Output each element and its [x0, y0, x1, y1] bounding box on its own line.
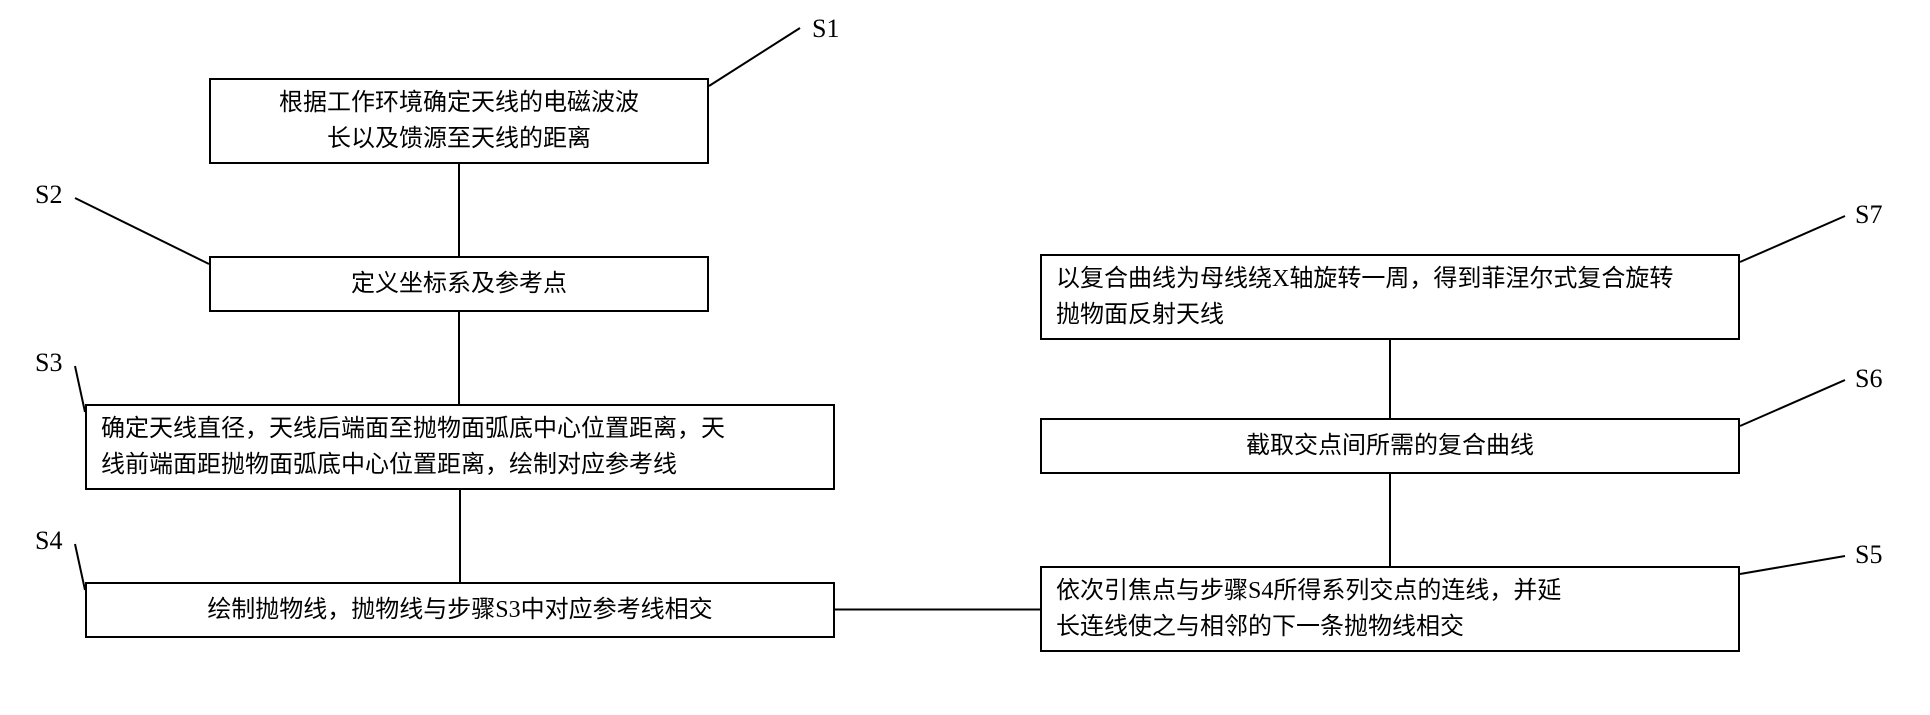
- step-s5-box: 依次引焦点与步骤S4所得系列交点的连线，并延长连线使之与相邻的下一条抛物线相交: [1040, 566, 1740, 652]
- step-s2-label: S2: [35, 180, 62, 210]
- step-s2-text: 定义坐标系及参考点: [351, 266, 567, 302]
- flowchart-canvas: 根据工作环境确定天线的电磁波波长以及馈源至天线的距离 定义坐标系及参考点 确定天…: [0, 0, 1930, 715]
- step-s3-label: S3: [35, 348, 62, 378]
- step-s5-text: 依次引焦点与步骤S4所得系列交点的连线，并延长连线使之与相邻的下一条抛物线相交: [1056, 573, 1561, 645]
- step-s4-box: 绘制抛物线，抛物线与步骤S3中对应参考线相交: [85, 582, 835, 638]
- step-s3-box: 确定天线直径，天线后端面至抛物面弧底中心位置距离，天线前端面距抛物面弧底中心位置…: [85, 404, 835, 490]
- step-s7-text: 以复合曲线为母线绕X轴旋转一周，得到菲涅尔式复合旋转抛物面反射天线: [1056, 261, 1673, 333]
- step-s7-label: S7: [1855, 200, 1882, 230]
- step-s1-box: 根据工作环境确定天线的电磁波波长以及馈源至天线的距离: [209, 78, 709, 164]
- step-s1-text: 根据工作环境确定天线的电磁波波长以及馈源至天线的距离: [279, 85, 639, 157]
- step-s6-label: S6: [1855, 364, 1882, 394]
- step-s4-label: S4: [35, 526, 62, 556]
- step-s7-box: 以复合曲线为母线绕X轴旋转一周，得到菲涅尔式复合旋转抛物面反射天线: [1040, 254, 1740, 340]
- step-s5-label: S5: [1855, 540, 1882, 570]
- step-s1-label: S1: [812, 14, 839, 44]
- step-s6-text: 截取交点间所需的复合曲线: [1246, 428, 1534, 464]
- step-s2-box: 定义坐标系及参考点: [209, 256, 709, 312]
- step-s3-text: 确定天线直径，天线后端面至抛物面弧底中心位置距离，天线前端面距抛物面弧底中心位置…: [101, 411, 725, 483]
- step-s4-text: 绘制抛物线，抛物线与步骤S3中对应参考线相交: [207, 592, 712, 628]
- step-s6-box: 截取交点间所需的复合曲线: [1040, 418, 1740, 474]
